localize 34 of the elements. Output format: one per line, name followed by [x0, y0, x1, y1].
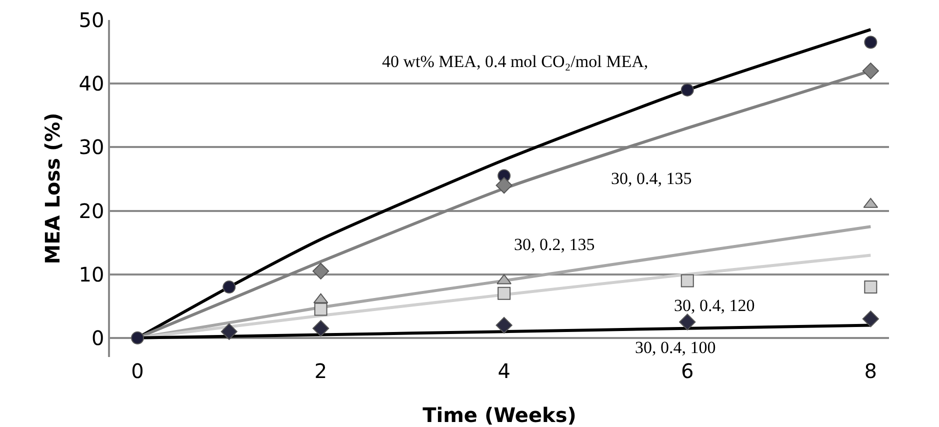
point [314, 302, 328, 316]
annotation: 30, 0.4, 120 [674, 296, 755, 315]
x-tick-label: 6 [681, 359, 694, 383]
point [130, 331, 144, 344]
annotation: 40 wt% MEA, 0.4 mol CO₂/mol MEA, [382, 52, 648, 71]
point [220, 323, 238, 340]
y-tick-label: 0 [92, 326, 104, 350]
y-tick-label: 50 [78, 8, 104, 32]
x-tick-label: 2 [314, 359, 328, 383]
point [496, 177, 512, 194]
annotation: 30, 0.2, 135 [514, 235, 595, 254]
point [680, 83, 694, 96]
point [498, 286, 511, 300]
point [862, 310, 879, 328]
point [680, 274, 694, 288]
y-tick-label: 10 [78, 262, 104, 286]
point [864, 280, 878, 294]
point [312, 320, 330, 337]
y-tick-label: 40 [78, 72, 104, 96]
y-axis-title: MEA Loss (%) [40, 112, 64, 264]
point [496, 316, 512, 334]
point [864, 36, 878, 49]
x-axis-title: Time (Weeks) [422, 403, 576, 427]
point [679, 314, 696, 330]
point [222, 280, 236, 294]
x-tick-label: 8 [864, 359, 878, 383]
y-tick-label: 30 [78, 135, 104, 160]
point [312, 262, 330, 280]
x-tick-label: 0 [131, 359, 144, 383]
point [862, 62, 879, 80]
annotation: 30, 0.4, 100 [635, 338, 716, 357]
annotation: 30, 0.4, 135 [611, 169, 692, 188]
y-tick-label: 20 [78, 198, 104, 223]
x-tick-label: 4 [498, 359, 510, 383]
